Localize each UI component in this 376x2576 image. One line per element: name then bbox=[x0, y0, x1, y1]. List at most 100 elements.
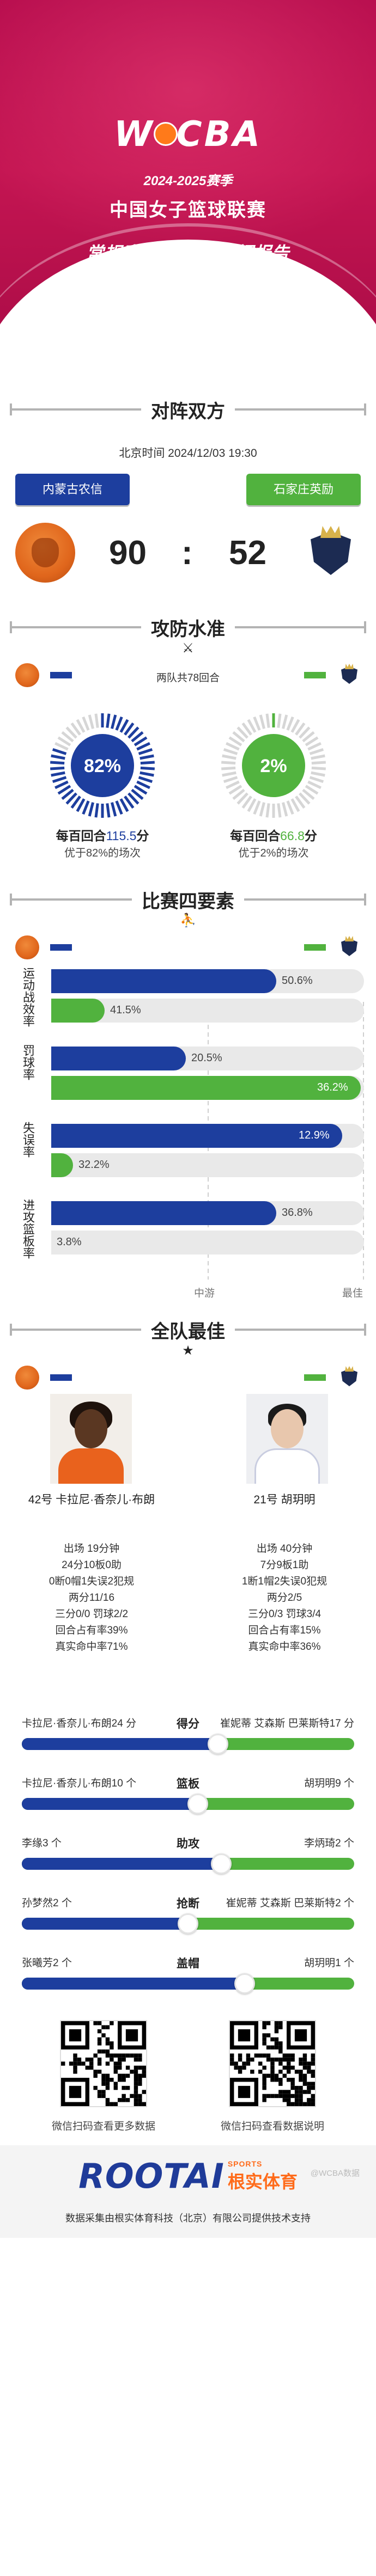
leader-category: 助攻 bbox=[177, 1838, 199, 1850]
qr-module bbox=[122, 2057, 126, 2062]
qr-module bbox=[105, 2037, 110, 2042]
home-factor-value: 20.5% bbox=[191, 1052, 222, 1064]
home-factor-track: 12.9% bbox=[51, 1124, 364, 1148]
qr-code-data-explanation[interactable] bbox=[229, 2020, 316, 2107]
qr-module bbox=[266, 2053, 271, 2058]
qr-module bbox=[105, 2041, 110, 2046]
qr-module bbox=[299, 2078, 303, 2082]
qr-module bbox=[101, 2025, 106, 2029]
team-tags: 内蒙古农信 石家庄英励 bbox=[0, 474, 376, 512]
factor-label: 罚球率 bbox=[21, 1044, 35, 1080]
best-players-section: 全队最佳 ★ 42号 卡拉尼·香奈儿·布朗 21号 胡玥明 出场 19分钟 24… bbox=[0, 1301, 376, 2020]
qr-module bbox=[294, 2102, 299, 2106]
title-line-left bbox=[11, 898, 188, 901]
qr-module bbox=[138, 2057, 142, 2062]
away-factor-value: 32.2% bbox=[78, 1159, 110, 1171]
qr-module bbox=[307, 2082, 311, 2086]
home-color-swatch bbox=[50, 944, 72, 951]
qr-module bbox=[270, 2094, 275, 2098]
ring-tick bbox=[138, 776, 153, 784]
qr-module bbox=[294, 2085, 299, 2090]
ring-percent-label: 2% bbox=[260, 756, 287, 776]
away-team-tag[interactable]: 石家庄英励 bbox=[246, 474, 361, 505]
qr-module bbox=[287, 2061, 291, 2066]
qr-module bbox=[287, 2090, 291, 2094]
away-ring-graphic: 2% bbox=[221, 713, 326, 818]
away-leader: 崔妮蒂 艾森斯 巴莱斯特2 个 bbox=[226, 1898, 354, 1909]
qr-module bbox=[142, 2090, 146, 2094]
qr-module bbox=[274, 2037, 279, 2042]
ring-tick bbox=[265, 713, 270, 728]
qr-module bbox=[282, 2057, 287, 2062]
ring-tick bbox=[106, 713, 111, 728]
qr-module bbox=[118, 2061, 122, 2066]
ring-percent-label: 82% bbox=[84, 756, 121, 776]
qr-module bbox=[97, 2041, 102, 2046]
qr-module bbox=[113, 2082, 118, 2086]
qr-module bbox=[73, 2053, 77, 2058]
qr-module bbox=[294, 2094, 299, 2098]
qr-module bbox=[270, 2078, 275, 2082]
qr-code-more-data[interactable] bbox=[60, 2020, 147, 2107]
home-leader: 卡拉尼·香奈儿·布朗24 分 bbox=[22, 1718, 137, 1729]
qr-module bbox=[262, 2053, 266, 2058]
qr-caption-right: 微信扫码查看数据说明 bbox=[220, 2121, 324, 2132]
home-ring-graphic: 82% bbox=[50, 713, 155, 818]
qr-module bbox=[134, 2090, 138, 2094]
qr-module bbox=[307, 2070, 311, 2074]
qr-module bbox=[138, 2102, 142, 2106]
qr-module bbox=[258, 2061, 263, 2066]
stat-line: 0断0帽1失误2犯规 bbox=[48, 1576, 135, 1587]
crown-icon bbox=[345, 936, 354, 941]
home-share-fill bbox=[22, 1798, 198, 1810]
ring-tick bbox=[253, 716, 261, 731]
qr-module bbox=[93, 2073, 98, 2078]
qr-module bbox=[307, 2061, 311, 2066]
qr-module bbox=[262, 2094, 266, 2098]
share-divider-knob bbox=[211, 1853, 232, 1874]
ring-tick bbox=[311, 761, 326, 765]
factor-label: 进攻篮板率 bbox=[21, 1199, 35, 1259]
away-factor-bar bbox=[51, 1076, 361, 1100]
qr-module bbox=[134, 2057, 138, 2062]
ring-tick bbox=[119, 719, 129, 733]
qr-module bbox=[118, 2078, 122, 2082]
qr-module bbox=[134, 2098, 138, 2102]
qr-module bbox=[138, 2082, 142, 2086]
away-percentile-ring: 2% bbox=[219, 711, 328, 820]
home-factor-value: 50.6% bbox=[282, 975, 313, 987]
title-tick-right bbox=[364, 1324, 366, 1336]
qr-module bbox=[105, 2078, 110, 2082]
qr-module bbox=[130, 2070, 134, 2074]
qr-module bbox=[287, 2078, 291, 2082]
qr-module bbox=[122, 2073, 126, 2078]
qr-module bbox=[134, 2070, 138, 2074]
home-team-tag[interactable]: 内蒙古农信 bbox=[15, 474, 130, 505]
qr-module bbox=[262, 2065, 266, 2070]
away-leader: 胡玥明9 个 bbox=[304, 1778, 354, 1789]
home-player-stats: 出场 19分钟 24分10板0助 0断0帽1失误2犯规 两分11/16 三分0/… bbox=[26, 1541, 157, 1655]
report-title: 常规赛A组第1轮数据报告 bbox=[86, 243, 290, 263]
leader-comparison-track bbox=[22, 1978, 354, 1990]
ring-tick bbox=[247, 719, 257, 733]
qr-module bbox=[299, 2057, 303, 2062]
home-factor-bar bbox=[51, 1124, 342, 1148]
qr-module bbox=[77, 2057, 82, 2062]
qr-module bbox=[274, 2073, 279, 2078]
qr-module bbox=[262, 2085, 266, 2090]
qr-finder bbox=[238, 2085, 251, 2098]
ring-tick bbox=[115, 800, 123, 815]
logo-w: W bbox=[114, 114, 155, 155]
ring-tick bbox=[136, 742, 150, 751]
home-factor-value: 36.8% bbox=[282, 1207, 313, 1219]
qr-module bbox=[101, 2078, 106, 2082]
qr-module bbox=[138, 2098, 142, 2102]
title-line-left bbox=[11, 1329, 188, 1331]
qr-module bbox=[290, 2085, 295, 2090]
ring-tick bbox=[70, 722, 81, 736]
ring-tick bbox=[57, 736, 71, 747]
ring-tick bbox=[265, 803, 270, 818]
qr-module bbox=[105, 2085, 110, 2090]
away-factor-value: 41.5% bbox=[110, 1004, 141, 1016]
leader-row: 卡拉尼·香奈儿·布朗10 个 篮板 胡玥明9 个 bbox=[0, 1775, 376, 1829]
